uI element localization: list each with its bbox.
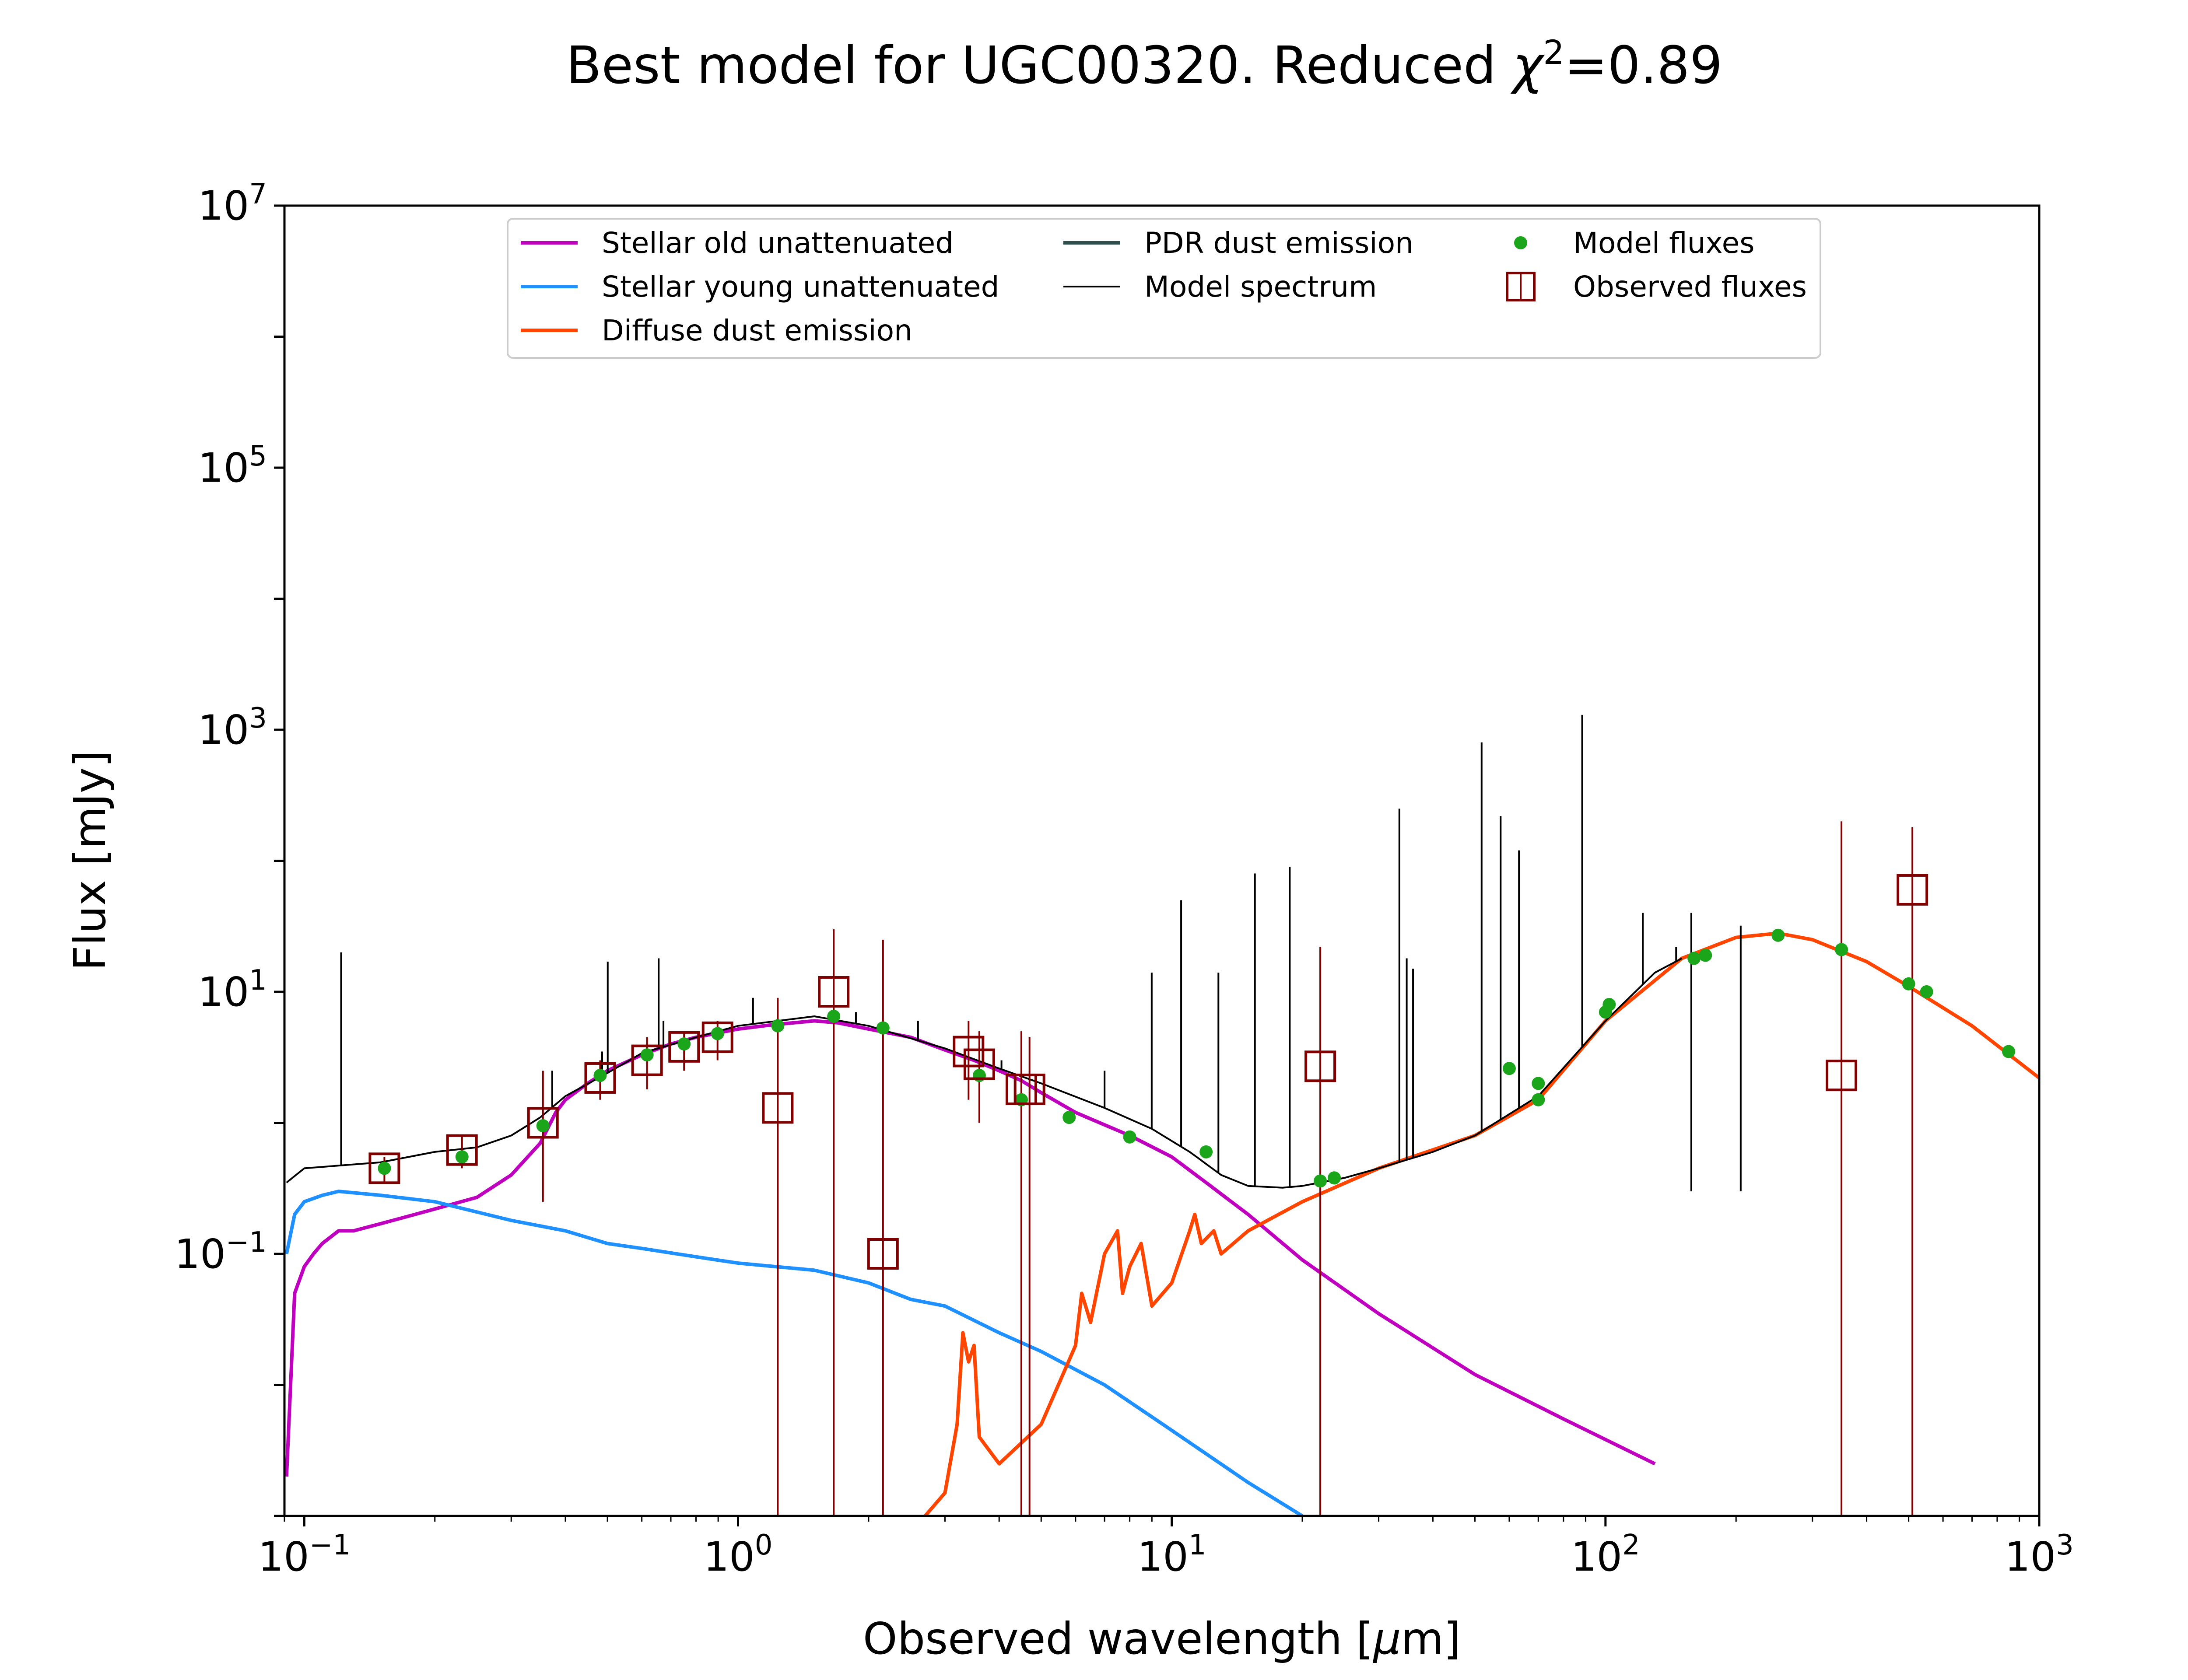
model-flux-point-3 [593,1069,607,1082]
observed-flux-point-0 [368,1152,400,1184]
x-tick-label: 101 [1137,1529,1206,1580]
points-layer [368,874,2016,1270]
legend-label: Stellar young unattenuated [602,270,999,304]
y-tick-label: 103 [198,702,267,753]
legend-swatch [1514,236,1527,249]
x-axis-label: Observed wavelength [μm] [863,1613,1461,1664]
legend-label: Stellar old unattenuated [602,226,954,260]
model-flux-point-1 [455,1150,469,1164]
observed-flux-point-15 [1826,1060,1858,1092]
legend-item-diffuse-dust-emission: Diffuse dust emission [521,314,912,347]
model-flux-point-23 [1699,948,1712,962]
legend: Stellar old unattenuated Stellar young un… [507,218,1821,359]
legend-label: Model fluxes [1573,226,1755,260]
model-flux-point-19 [1532,1077,1545,1090]
model-flux-point-0 [378,1162,391,1175]
observed-flux-point-13 [1013,1074,1045,1106]
observed-flux-point-10 [953,1036,985,1068]
model-flux-point-7 [771,1019,785,1032]
model-flux-point-15 [1314,1174,1327,1188]
x-tick-label: 10−1 [258,1529,351,1580]
plot-frame [283,204,2041,1517]
observed-flux-point-14 [1304,1050,1336,1082]
model-flux-point-26 [1902,977,1915,990]
model-flux-point-25 [1835,943,1848,956]
observed-flux-point-3 [584,1062,616,1094]
series-line-stellar-young-unattenuated [284,1190,1304,1516]
y-axis-ticks: 10−1 101 103 105 107 [175,178,284,1517]
model-flux-point-8 [827,1010,841,1023]
model-flux-point-18 [1532,1093,1545,1106]
model-flux-point-17 [1502,1062,1516,1075]
legend-item-stellar-old-unattenuated: Stellar old unattenuated [521,226,954,260]
x-tick-label: 102 [1571,1529,1640,1580]
y-tick-label: 107 [198,178,267,229]
model-flux-point-12 [1062,1111,1076,1124]
model-flux-point-6 [711,1027,724,1040]
model-flux-point-24 [1771,928,1785,942]
series-line-diffuse-dust-emission [924,931,2039,1516]
observed-flux-point-4 [631,1044,663,1076]
legend-item-model-fluxes: Model fluxes [1514,226,1755,260]
observed-flux-point-7 [762,1092,794,1124]
legend-label: PDR dust emission [1144,226,1413,260]
model-flux-point-5 [677,1037,691,1051]
observed-flux-point-1 [446,1134,478,1166]
y-axis-label: Flux [mJy] [64,750,116,971]
model-flux-point-2 [536,1119,550,1133]
model-flux-point-22 [1687,952,1701,965]
legend-item-stellar-young-unattenuated: Stellar young unattenuated [521,270,999,304]
legend-label: Observed fluxes [1573,270,1807,304]
legend-item-pdr-dust-emission: PDR dust emission [1063,226,1413,260]
model-flux-point-16 [1328,1171,1341,1185]
model-flux-point-4 [640,1048,654,1062]
legend-frame [507,218,1821,359]
observed-flux-point-8 [818,976,850,1008]
x-axis-ticks: 10−1 100 101 102 103 [258,1516,2074,1580]
observed-flux-point-2 [527,1107,559,1139]
observed-flux-point-6 [701,1021,733,1053]
model-flux-point-21 [1602,998,1616,1012]
legend-label: Model spectrum [1144,270,1377,304]
x-tick-label: 103 [2005,1529,2074,1580]
model-flux-point-28 [2002,1045,2016,1058]
observed-flux-point-9 [867,1238,899,1270]
legend-item-observed-fluxes: Observed fluxes [1506,270,1807,304]
model-flux-point-27 [1920,985,1933,998]
errorbar-layer [383,821,1914,1516]
series-layer [284,714,2039,1516]
observed-flux-point-11 [963,1048,995,1080]
y-tick-label: 101 [198,964,267,1015]
model-flux-point-9 [876,1021,890,1035]
series-line-stellar-old-unattenuated [284,1019,1656,1477]
observed-flux-point-16 [1897,874,1929,906]
model-flux-point-14 [1199,1145,1213,1158]
y-tick-label: 10−1 [175,1226,267,1278]
legend-item-model-spectrum: Model spectrum [1063,270,1377,304]
observed-flux-point-5 [668,1031,700,1063]
model-flux-point-13 [1123,1130,1136,1144]
chart-title: Best model for UGC00320. Reduced χ2=0.89 [566,33,1723,96]
y-tick-label: 105 [198,440,267,491]
model-flux-point-10 [972,1069,986,1082]
x-tick-label: 100 [704,1529,773,1580]
legend-label: Diffuse dust emission [602,314,912,347]
